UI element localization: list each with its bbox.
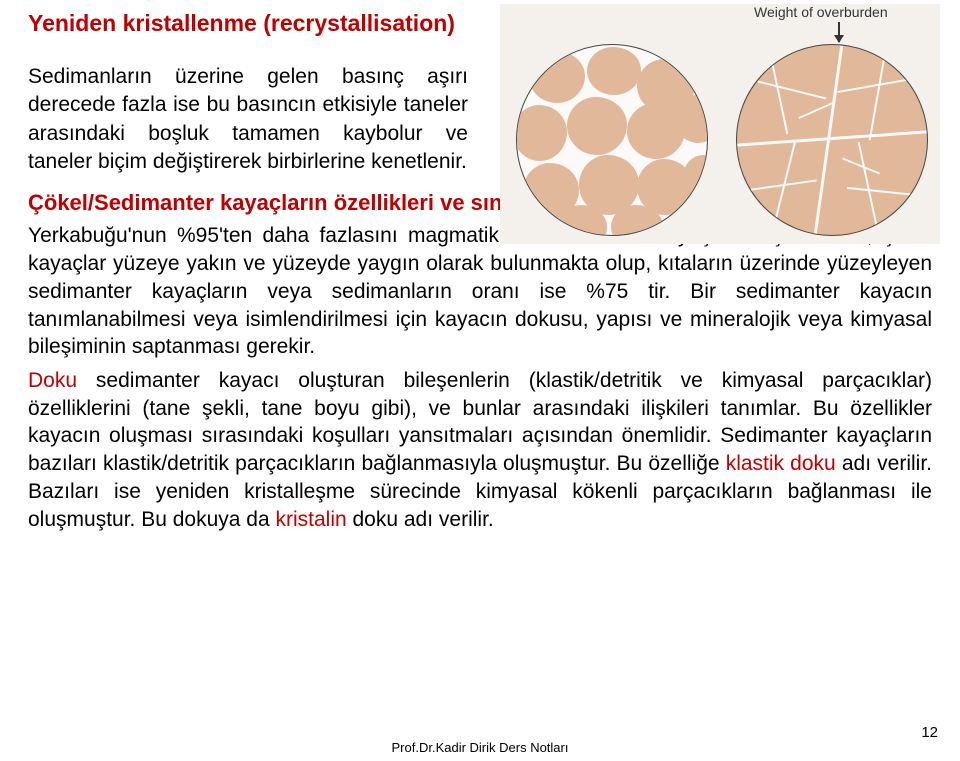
intro-paragraph: Sedimanların üzerine gelen basınç aşırı … bbox=[28, 63, 468, 176]
page-number: 12 bbox=[921, 724, 938, 741]
term-klastik-doku: klastik doku bbox=[726, 452, 836, 475]
crack-line bbox=[837, 79, 906, 93]
body-paragraph-2: Doku sedimanter kayacı oluşturan bileşen… bbox=[28, 367, 932, 533]
figure-caption: Weight of overburden bbox=[754, 4, 888, 20]
grain-shape bbox=[587, 47, 641, 95]
crack-line bbox=[768, 46, 789, 134]
grain-shape bbox=[567, 97, 627, 155]
diagram-compacted-grains bbox=[736, 44, 928, 236]
figure-overburden: Weight of overburden bbox=[500, 4, 940, 244]
grain-shape bbox=[516, 105, 567, 161]
crack-line bbox=[758, 81, 826, 100]
crack-line bbox=[737, 130, 927, 146]
footer-credit: Prof.Dr.Kadir Dirik Ders Notları bbox=[0, 740, 960, 755]
body-text: doku adı verilir. bbox=[347, 508, 494, 531]
arrow-down-icon bbox=[838, 22, 840, 42]
term-kristalin: kristalin bbox=[275, 508, 346, 531]
diagram-loose-grains bbox=[516, 44, 708, 236]
crack-line bbox=[847, 187, 927, 197]
crack-line bbox=[858, 142, 879, 230]
page: Yeniden kristallenme (recrystallisation)… bbox=[0, 0, 960, 761]
term-doku: Doku bbox=[28, 369, 77, 392]
body-text: Yerkabuğu'nun %95'ten daha fazlasını mag… bbox=[28, 224, 932, 358]
crack-line bbox=[869, 46, 888, 141]
grain-shape bbox=[529, 51, 585, 103]
crack-line bbox=[737, 179, 816, 192]
